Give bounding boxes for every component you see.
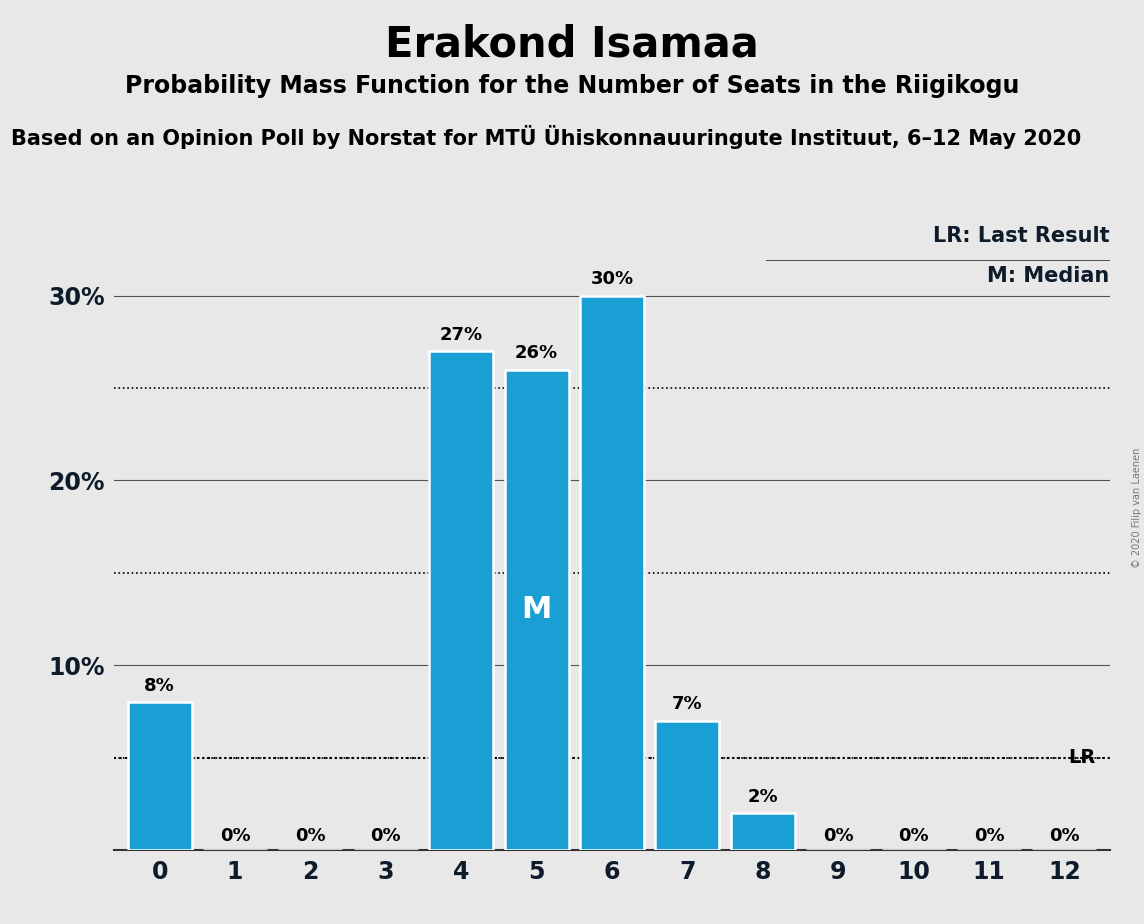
Text: 26%: 26% xyxy=(515,345,558,362)
Text: 0%: 0% xyxy=(220,827,251,845)
Bar xyxy=(656,721,720,850)
Text: 7%: 7% xyxy=(673,696,702,713)
Bar xyxy=(429,351,493,850)
Bar xyxy=(128,702,192,850)
Text: Erakond Isamaa: Erakond Isamaa xyxy=(386,23,758,65)
Text: 0%: 0% xyxy=(898,827,929,845)
Text: © 2020 Filip van Laenen: © 2020 Filip van Laenen xyxy=(1131,448,1142,568)
Text: Based on an Opinion Poll by Norstat for MTÜ Ühiskonnauuringute Instituut, 6–12 M: Based on an Opinion Poll by Norstat for … xyxy=(11,125,1082,149)
Text: LR: Last Result: LR: Last Result xyxy=(934,226,1110,247)
Text: 27%: 27% xyxy=(439,326,483,344)
Text: 0%: 0% xyxy=(823,827,853,845)
Text: 0%: 0% xyxy=(295,827,326,845)
Text: 8%: 8% xyxy=(144,677,175,695)
Text: 30%: 30% xyxy=(590,271,634,288)
Text: 0%: 0% xyxy=(371,827,402,845)
Text: LR: LR xyxy=(1068,748,1096,767)
Text: Probability Mass Function for the Number of Seats in the Riigikogu: Probability Mass Function for the Number… xyxy=(125,74,1019,98)
Bar xyxy=(505,370,569,850)
Text: 0%: 0% xyxy=(1049,827,1080,845)
Bar xyxy=(731,813,795,850)
Text: M: M xyxy=(522,595,551,625)
Bar xyxy=(580,296,644,850)
Text: M: Median: M: Median xyxy=(987,266,1110,286)
Text: 2%: 2% xyxy=(747,788,778,806)
Text: 0%: 0% xyxy=(974,827,1004,845)
